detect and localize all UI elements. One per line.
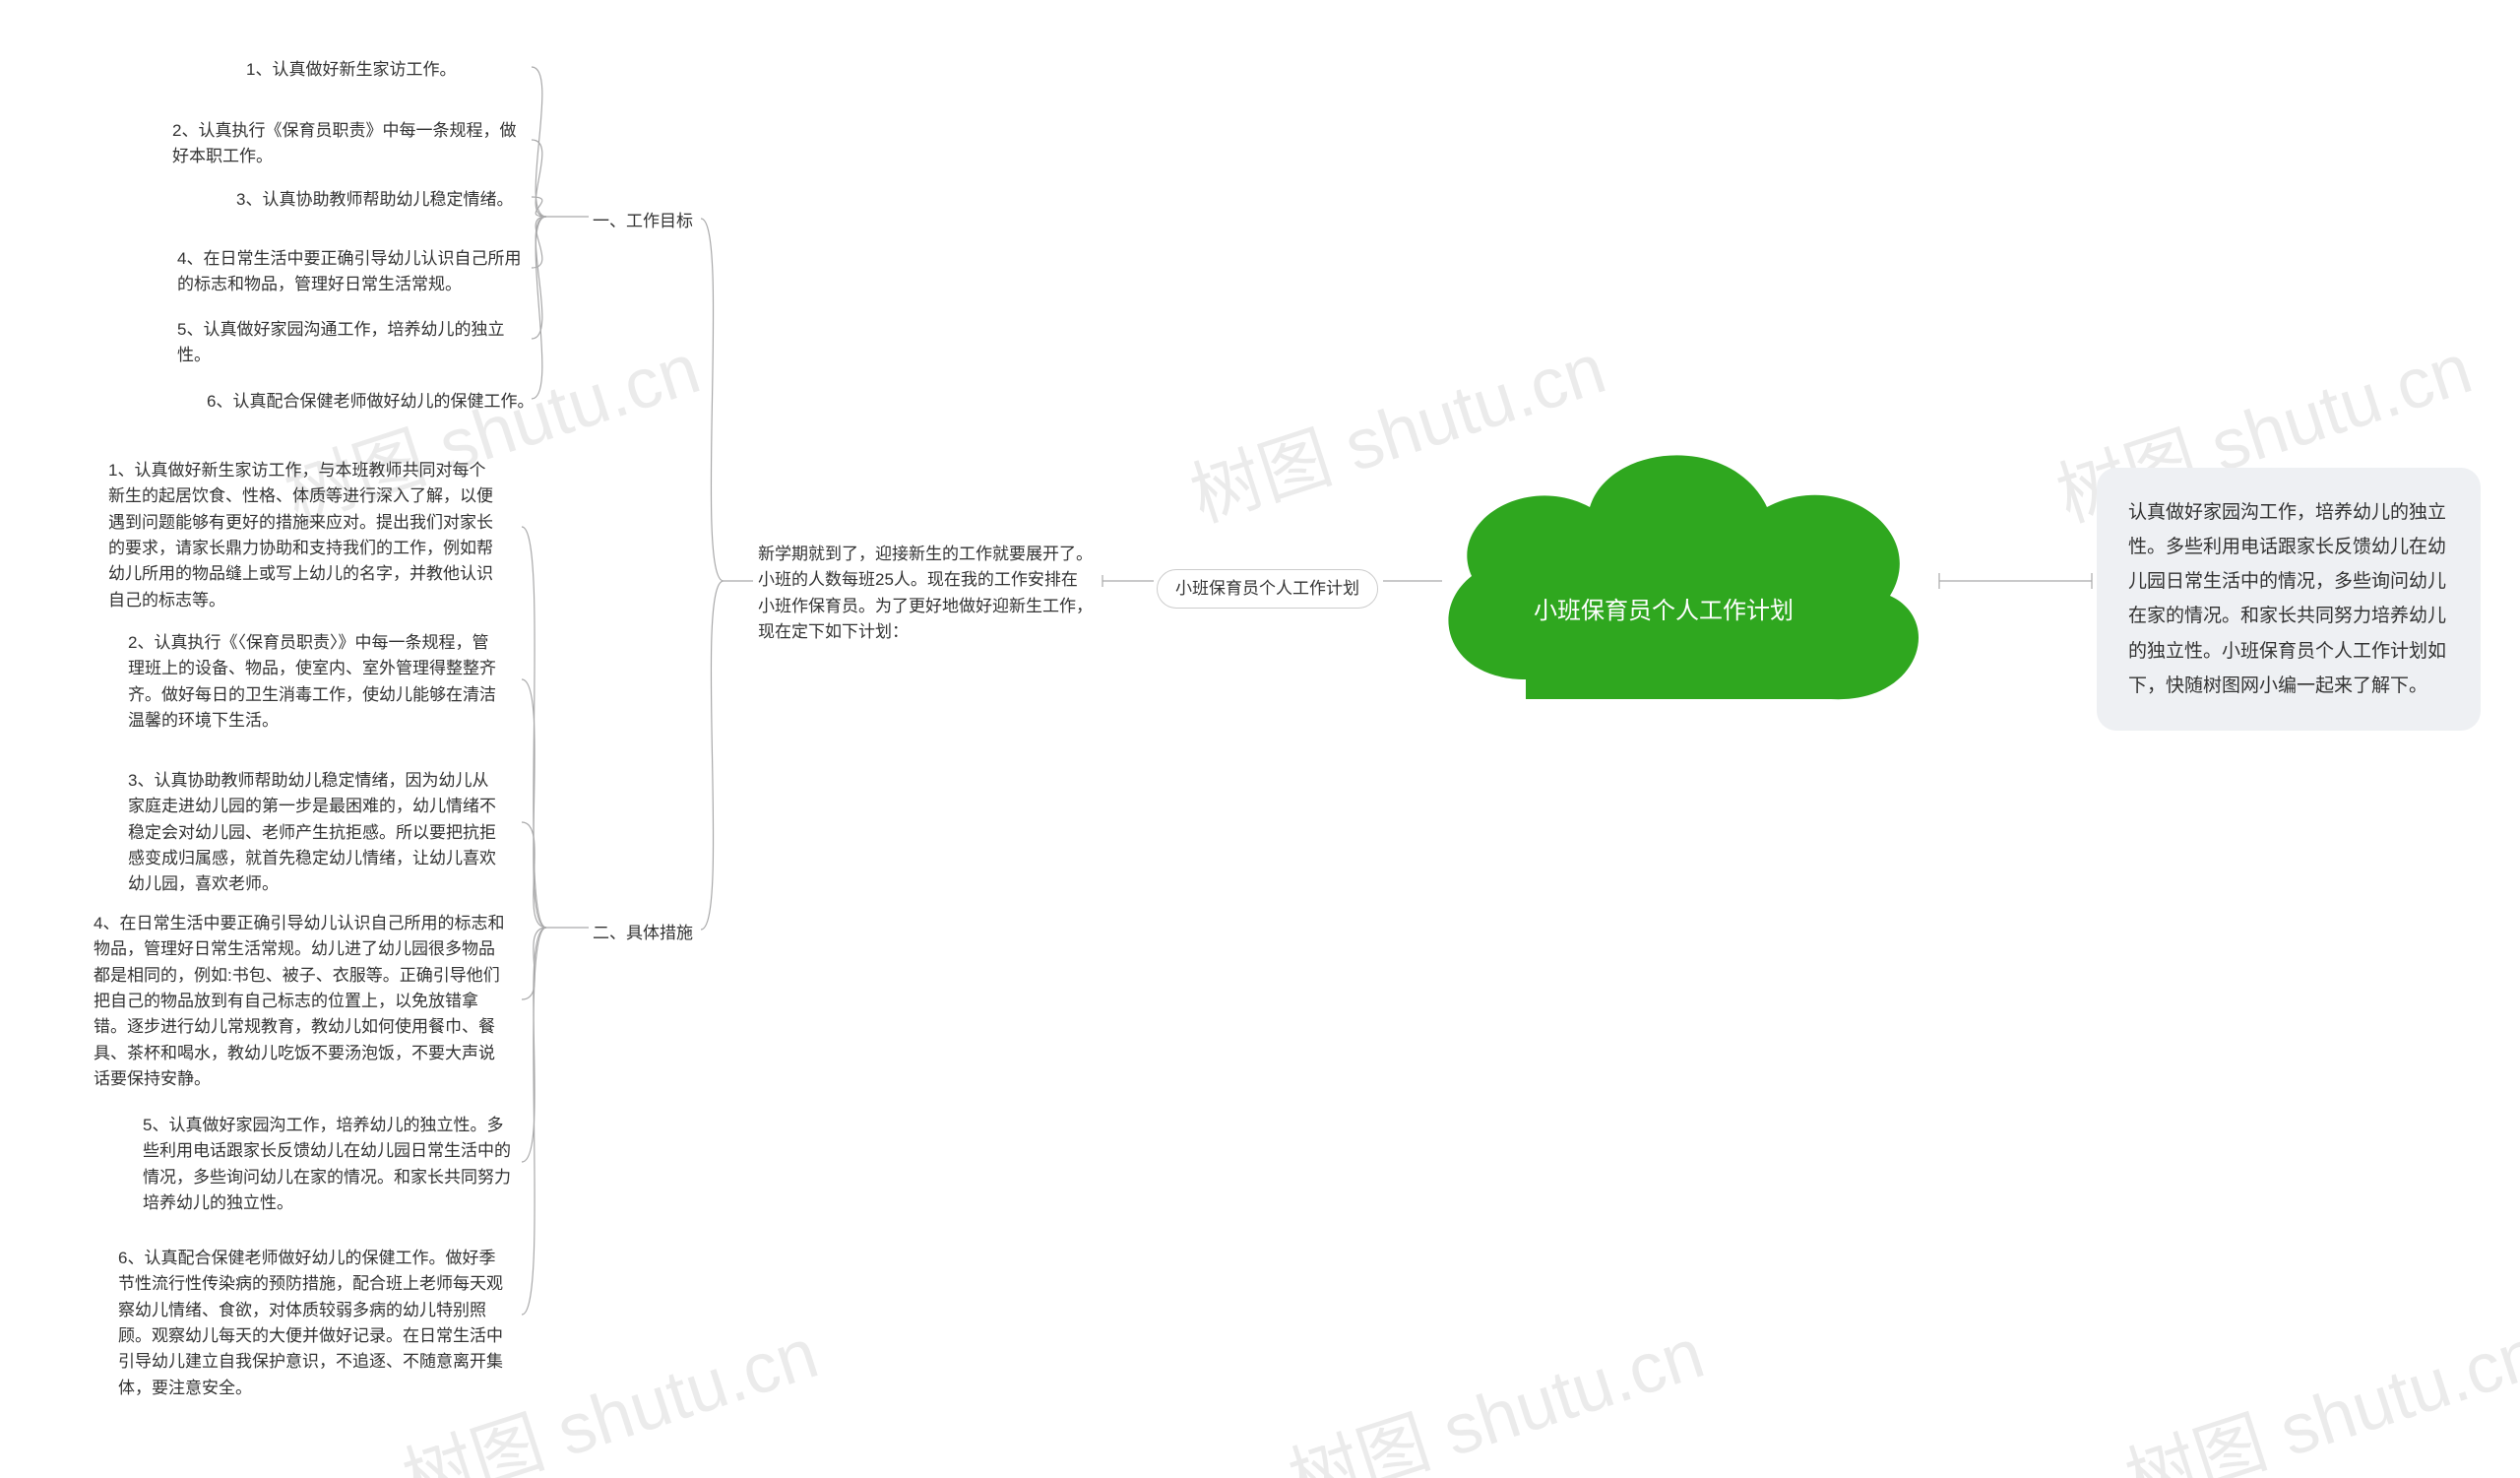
goal-item-1: 1、认真做好新生家访工作。 — [246, 57, 591, 83]
goal-item-3: 3、认真协助教师帮助幼儿稳定情绪。 — [236, 187, 581, 213]
measure-item-6: 6、认真配合保健老师做好幼儿的保健工作。做好季节性流行性传染病的预防措施，配合班… — [118, 1246, 512, 1401]
section-goals-label: 一、工作目标 — [593, 209, 693, 234]
intro-text: 新学期就到了，迎接新生的工作就要展开了。小班的人数每班25人。现在我的工作安排在… — [758, 542, 1093, 645]
measure-item-5: 5、认真做好家园沟工作，培养幼儿的独立性。多些利用电话跟家长反馈幼儿在幼儿园日常… — [143, 1113, 517, 1216]
watermark: 树图 shutu.cn — [2110, 1295, 2520, 1478]
central-cloud-title: 小班保育员个人工作计划 — [1418, 591, 1910, 625]
watermark: 树图 shutu.cn — [1274, 1295, 1714, 1478]
summary-box: 认真做好家园沟工作，培养幼儿的独立性。多些利用电话跟家长反馈幼儿在幼儿园日常生活… — [2097, 468, 2481, 731]
goal-item-5: 5、认真做好家园沟通工作，培养幼儿的独立性。 — [177, 317, 522, 369]
measure-item-1: 1、认真做好新生家访工作，与本班教师共同对每个新生的起居饮食、性格、体质等进行深… — [108, 458, 502, 613]
plan-title-pill: 小班保育员个人工作计划 — [1157, 569, 1378, 609]
section-measures-label: 二、具体措施 — [593, 921, 693, 946]
central-cloud: 小班保育员个人工作计划 — [1418, 414, 1910, 709]
goal-item-6: 6、认真配合保健老师做好幼儿的保健工作。 — [207, 389, 551, 415]
goal-item-2: 2、认真执行《保育员职责》中每一条规程，做好本职工作。 — [172, 118, 517, 170]
measure-item-3: 3、认真协助教师帮助幼儿稳定情绪，因为幼儿从家庭走进幼儿园的第一步是最困难的，幼… — [128, 768, 502, 898]
goal-item-4: 4、在日常生活中要正确引导幼儿认识自己所用的标志和物品，管理好日常生活常规。 — [177, 246, 522, 298]
measure-item-2: 2、认真执行《〈保育员职责〉》中每一条规程，管理班上的设备、物品，使室内、室外管… — [128, 630, 502, 734]
measure-item-4: 4、在日常生活中要正确引导幼儿认识自己所用的标志和物品，管理好日常生活常规。幼儿… — [94, 911, 507, 1092]
